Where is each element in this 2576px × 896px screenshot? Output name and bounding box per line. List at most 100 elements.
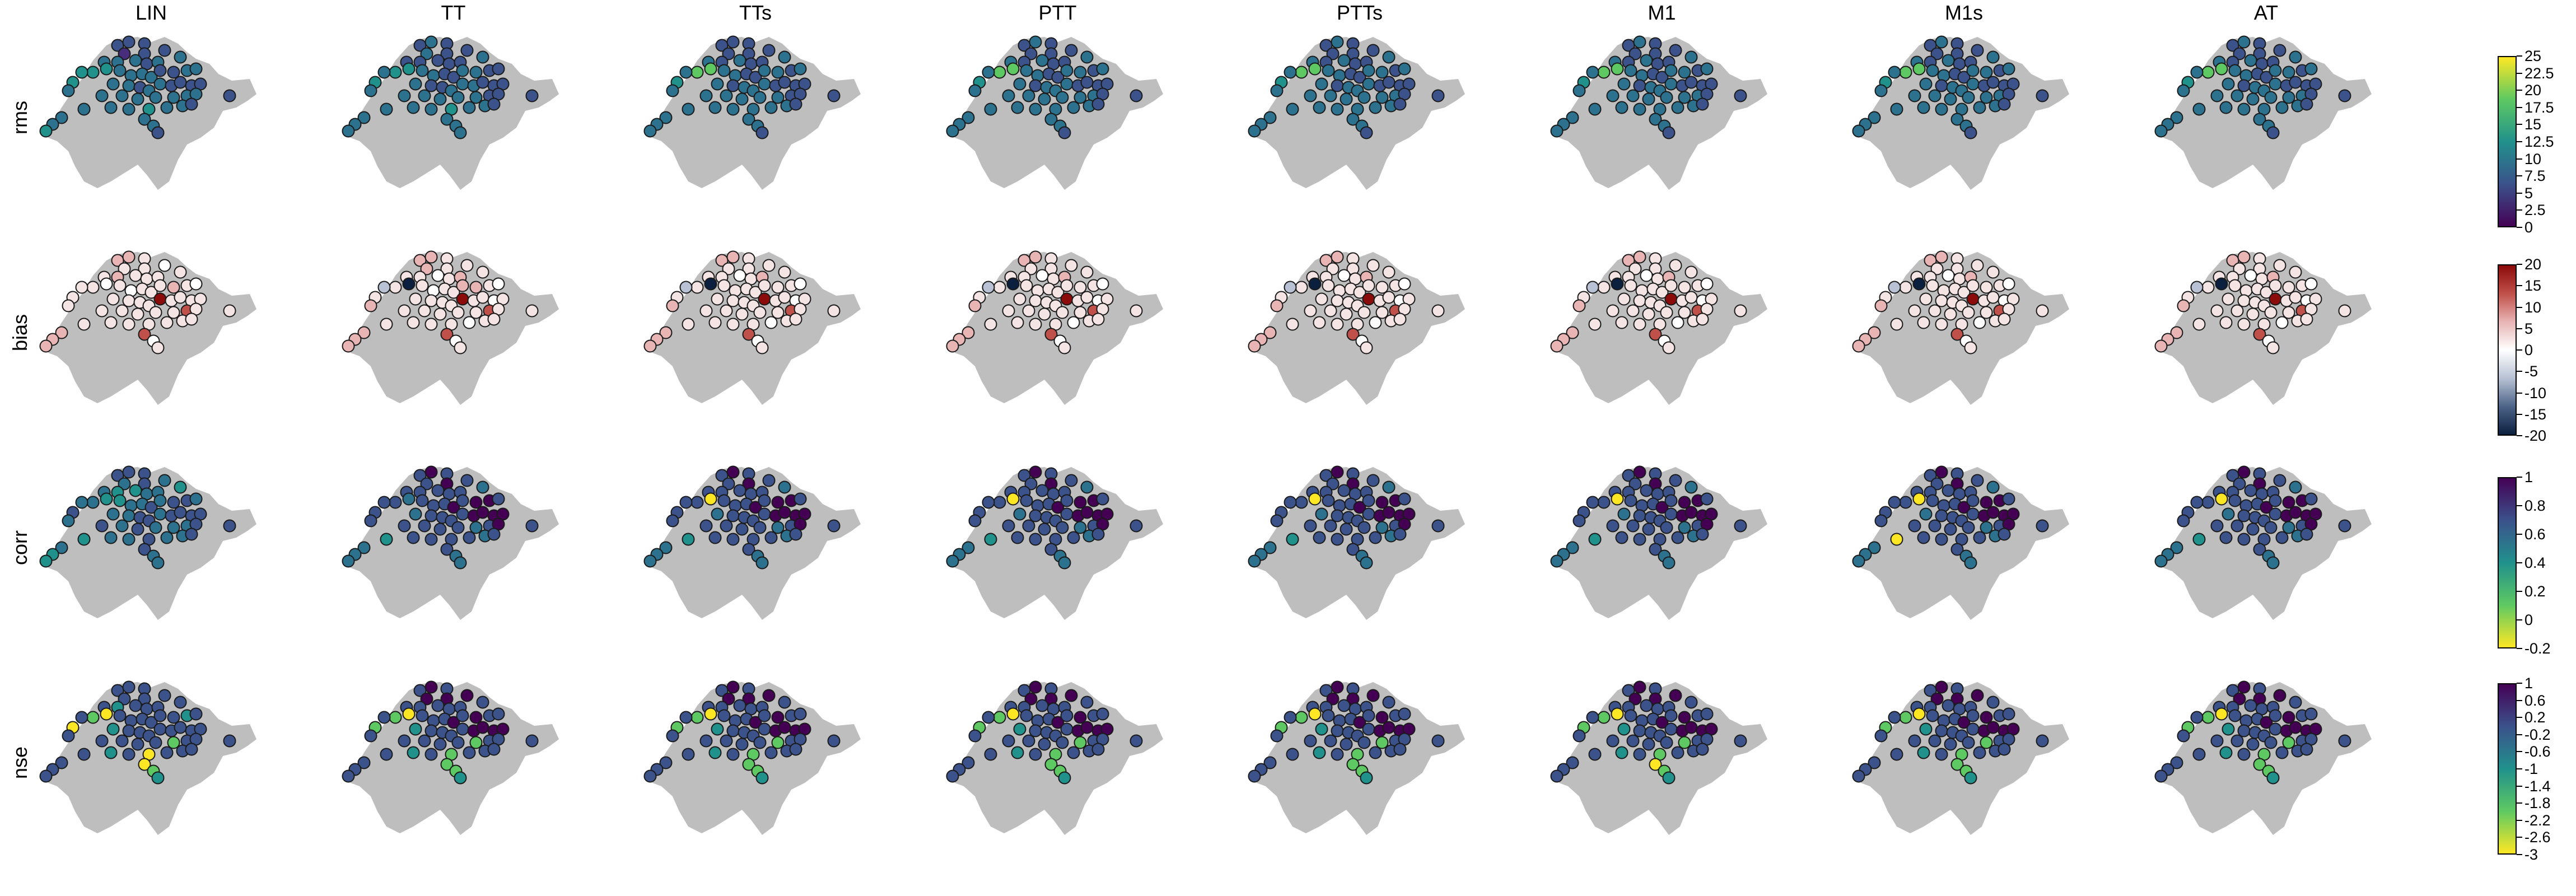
station-marker [138,543,151,556]
station-marker [2233,47,2246,60]
station-marker [1930,47,1944,60]
station-marker [1080,50,1093,64]
station-marker [1597,496,1610,509]
station-marker [1684,721,1697,734]
station-marker [1942,699,1955,712]
station-marker [758,507,771,521]
station-marker [1926,709,1939,722]
station-marker [726,318,740,331]
station-marker [1304,734,1317,748]
station-marker [758,77,771,91]
station-marker [1633,724,1646,738]
station-marker [144,286,158,299]
station-marker [1353,286,1366,299]
station-marker [1060,279,1073,292]
station-marker [1313,316,1326,329]
station-marker [1091,97,1104,111]
station-marker [398,304,410,318]
station-marker [115,519,129,533]
station-marker [1917,531,1930,544]
station-marker [2289,265,2302,279]
station-marker [1130,519,1142,533]
station-marker [131,307,144,321]
station-marker [690,711,704,724]
station-marker [1633,35,1646,49]
station-marker [1366,44,1380,57]
station-marker [1678,91,1691,104]
station-marker [1360,126,1373,139]
station-marker [447,716,460,729]
station-marker [167,281,180,294]
station-marker [2273,689,2286,702]
colorbar-nse [2498,683,2517,855]
station-marker [1624,709,1637,722]
station-marker [1058,126,1071,139]
station-marker [1908,734,1921,748]
map-svg [2154,680,2372,835]
map-panel-corr-m1s [1852,464,2076,632]
station-marker [1935,294,1948,307]
station-marker [1248,769,1261,783]
station-marker [704,62,717,76]
station-marker [984,102,997,116]
station-marker [2289,50,2302,64]
station-marker [726,509,740,522]
station-marker [104,101,118,114]
station-marker [424,748,437,761]
station-marker [357,111,370,124]
map-panel-corr-ptts [1248,464,1472,632]
station-marker [1935,680,1948,694]
station-marker [2228,494,2241,507]
station-marker [1628,262,1641,276]
station-marker [1572,729,1585,743]
station-marker [75,496,88,509]
station-marker [153,292,167,306]
station-marker [1678,66,1691,79]
station-marker [1660,736,1673,749]
station-marker [1890,102,1903,116]
station-marker [1286,748,1299,761]
station-marker [1331,724,1344,738]
station-marker [2269,77,2281,91]
station-marker [1340,307,1353,321]
station-marker [2170,541,2183,554]
station-marker [2338,519,2351,533]
station-marker [122,102,136,116]
station-marker [1966,292,1980,306]
station-marker [1935,509,1948,522]
station-marker [1074,711,1086,724]
station-marker [1874,84,1888,97]
station-marker [778,696,791,709]
station-marker [138,113,151,126]
map-svg [2154,35,2372,190]
station-marker [1074,281,1086,294]
station-marker [758,292,771,306]
station-marker [764,316,778,329]
station-marker [749,716,762,729]
station-marker [420,47,433,60]
station-marker [1331,509,1344,522]
station-marker [122,724,136,738]
station-marker [717,494,731,507]
station-marker [440,543,453,556]
station-marker [1091,312,1104,326]
station-marker [2246,738,2259,751]
station-marker [451,91,464,104]
station-marker [377,711,390,724]
station-marker [153,722,167,736]
station-marker [1020,709,1033,722]
station-marker [1322,279,1335,292]
map-svg [39,680,256,835]
station-marker [1572,84,1585,97]
station-marker [2215,277,2228,291]
station-marker [1566,541,1579,554]
station-marker [2282,736,2295,749]
map-svg [2154,465,2372,620]
station-marker [1263,756,1277,769]
station-marker [749,501,762,514]
station-marker [1966,279,1980,292]
map-svg [1550,250,1767,405]
station-marker [1022,734,1035,748]
station-marker [77,533,91,546]
station-marker [1398,62,1411,76]
